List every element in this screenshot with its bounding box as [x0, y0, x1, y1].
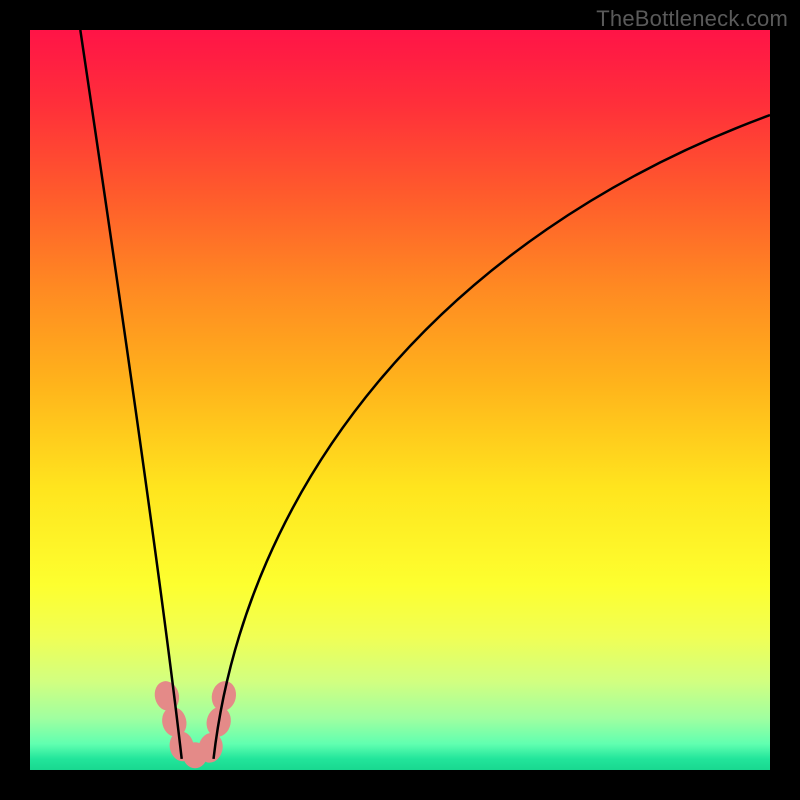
chart-frame: TheBottleneck.com: [0, 0, 800, 800]
chart-svg: [30, 30, 770, 770]
plot-area: [30, 30, 770, 770]
watermark-text: TheBottleneck.com: [596, 6, 788, 32]
gradient-background: [30, 30, 770, 770]
